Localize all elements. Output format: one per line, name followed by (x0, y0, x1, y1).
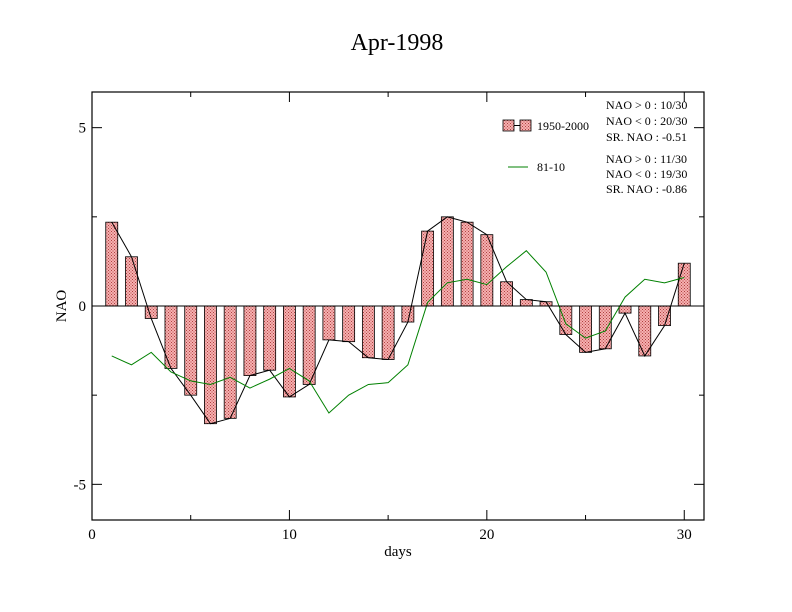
bars-layer (105, 216, 691, 425)
y-tick-label: 0 (79, 299, 87, 315)
bar-day-8 (243, 305, 257, 376)
bar-day-11 (302, 305, 316, 385)
axes-layer: 0 10 20 30 5 0 -5 (74, 92, 704, 543)
bar-day-7 (223, 305, 237, 419)
legend-label-1950-2000: 1950-2000 (537, 119, 589, 133)
bar-day-28 (638, 305, 652, 357)
bar-day-9 (263, 305, 277, 371)
series-line-81-10 (111, 250, 685, 414)
y-tick-label: -5 (74, 477, 87, 493)
lines-layer (111, 216, 685, 425)
bar-day-24 (559, 305, 573, 335)
legend-swatch-bar-right (519, 119, 532, 132)
legend-stat-1950-2000-pos: NAO > 0 : 10/30 (606, 98, 687, 112)
bar-day-17 (421, 230, 435, 307)
bar-day-19 (460, 221, 474, 307)
x-axis-label: days (384, 544, 412, 560)
bar-day-30 (677, 262, 691, 307)
bar-day-10 (283, 305, 296, 398)
bar-day-27 (618, 305, 632, 314)
x-tick-label: 0 (88, 527, 96, 543)
bar-day-12 (322, 305, 336, 341)
bar-day-14 (361, 305, 375, 359)
legend-stat-81-10-pos: NAO > 0 : 11/30 (606, 152, 687, 166)
bar-day-26 (598, 305, 612, 350)
x-tick-label: 20 (479, 527, 494, 543)
x-tick-label: 10 (282, 527, 297, 543)
chart-title: Apr-1998 (351, 30, 444, 56)
bar-day-3 (144, 305, 158, 319)
x-tick-label: 30 (677, 527, 692, 543)
series-line-1950-2000 (111, 216, 685, 425)
legend-stat-1950-2000-sr: SR. NAO : -0.51 (606, 130, 687, 144)
legend-label-81-10: 81-10 (537, 160, 565, 174)
legend-stat-81-10-neg: NAO < 0 : 19/30 (606, 167, 687, 181)
bar-day-1 (105, 221, 119, 307)
bar-day-6 (204, 305, 217, 425)
legend-stat-1950-2000-neg: NAO < 0 : 20/30 (606, 114, 687, 128)
y-axis-label: NAO (54, 290, 70, 323)
legend-entry-81-10: 81-10 NAO > 0 : 11/30 NAO < 0 : 19/30 SR… (508, 152, 687, 196)
legend-stat-81-10-sr: SR. NAO : -0.86 (606, 182, 687, 196)
legend: 1950-2000 NAO > 0 : 10/30 NAO < 0 : 20/3… (502, 98, 687, 196)
bar-day-2 (125, 256, 138, 307)
bar-day-16 (401, 305, 415, 323)
bar-day-18 (440, 216, 454, 307)
bar-day-22 (519, 299, 533, 307)
bar-day-29 (658, 305, 671, 327)
legend-entry-1950-2000: 1950-2000 NAO > 0 : 10/30 NAO < 0 : 20/3… (502, 98, 687, 144)
bar-day-25 (579, 305, 592, 353)
bar-day-13 (342, 305, 356, 343)
legend-swatch-bar-left (502, 119, 515, 132)
y-tick-label: 5 (79, 121, 87, 137)
